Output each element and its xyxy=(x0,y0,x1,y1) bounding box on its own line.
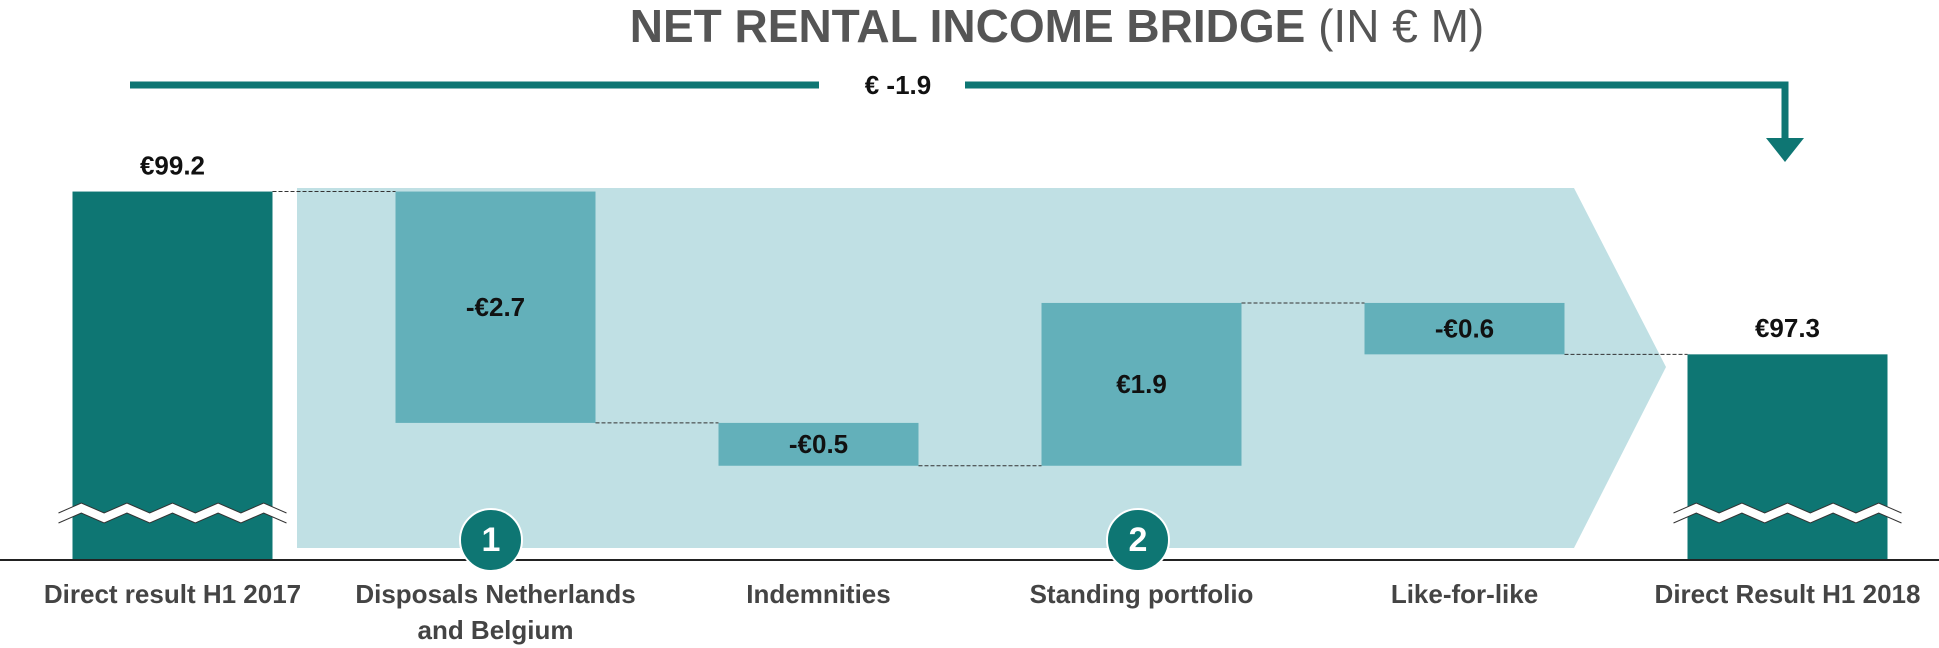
axis-break xyxy=(56,503,289,523)
bridge-bracket xyxy=(130,81,1789,140)
step-marker xyxy=(1106,508,1170,572)
bridge-label: € -1.9 xyxy=(865,70,932,100)
step-marker-label: 2 xyxy=(1129,521,1148,559)
bar xyxy=(1687,354,1888,560)
value-label: €97.3 xyxy=(1755,313,1820,343)
step-marker xyxy=(459,508,523,572)
title-main: NET RENTAL INCOME BRIDGE xyxy=(630,0,1306,52)
bar xyxy=(395,191,596,423)
bar xyxy=(1041,302,1242,466)
x-tick-label: Like-for-like xyxy=(1390,579,1539,609)
value-label: -€0.5 xyxy=(789,429,848,459)
value-label: €1.9 xyxy=(1116,369,1167,399)
bar xyxy=(72,191,273,561)
axis-break-edge xyxy=(1673,512,1902,524)
bar xyxy=(718,422,919,466)
value-label: -€2.7 xyxy=(466,292,525,322)
bar xyxy=(1364,302,1565,355)
axis-break-edge xyxy=(58,512,287,524)
step-marker-label: 1 xyxy=(482,521,501,559)
x-tick-label: Direct Result H1 2018 xyxy=(1654,579,1921,609)
x-tick-label: Standing portfolio xyxy=(1029,579,1254,609)
bridge-arrowhead xyxy=(1766,138,1804,162)
axis-break xyxy=(1671,503,1904,523)
chart-title: NET RENTAL INCOME BRIDGE (IN € M) xyxy=(630,0,1484,52)
axis-break-edge xyxy=(58,502,287,514)
x-tick-label: Disposals Netherlands and Belgium xyxy=(355,579,636,645)
axis-break-edge xyxy=(1673,502,1902,514)
title-unit: (IN € M) xyxy=(1318,0,1484,52)
x-tick-label: Indemnities xyxy=(746,579,891,609)
value-label: -€0.6 xyxy=(1435,314,1494,344)
x-tick-label: Direct result H1 2017 xyxy=(43,579,302,609)
value-label: €99.2 xyxy=(140,150,205,180)
period-band xyxy=(297,188,1666,548)
